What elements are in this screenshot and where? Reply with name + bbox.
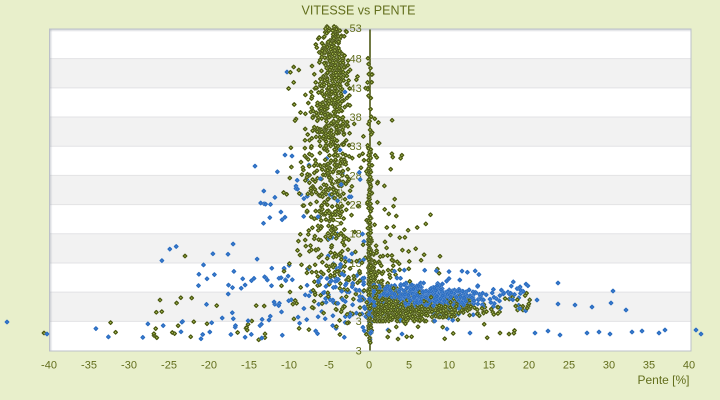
svg-text:38: 38 bbox=[350, 112, 362, 124]
svg-text:10: 10 bbox=[443, 359, 455, 371]
svg-text:3: 3 bbox=[356, 345, 362, 357]
svg-text:33: 33 bbox=[350, 141, 362, 153]
svg-text:25: 25 bbox=[563, 359, 575, 371]
svg-text:-20: -20 bbox=[201, 359, 217, 371]
svg-text:-5: -5 bbox=[324, 359, 334, 371]
svg-text:30: 30 bbox=[603, 359, 615, 371]
svg-text:-10: -10 bbox=[281, 359, 297, 371]
svg-text:53: 53 bbox=[350, 23, 362, 35]
svg-text:0: 0 bbox=[366, 359, 372, 371]
svg-text:-15: -15 bbox=[241, 359, 257, 371]
svg-text:43: 43 bbox=[350, 83, 362, 95]
svg-text:20: 20 bbox=[523, 359, 535, 371]
svg-text:Pente [%]: Pente [%] bbox=[637, 373, 689, 387]
svg-text:48: 48 bbox=[350, 54, 362, 66]
svg-text:15: 15 bbox=[483, 359, 495, 371]
svg-text:5: 5 bbox=[406, 359, 412, 371]
svg-text:35: 35 bbox=[643, 359, 655, 371]
svg-text:-30: -30 bbox=[121, 359, 137, 371]
svg-text:-35: -35 bbox=[81, 359, 97, 371]
svg-text:40: 40 bbox=[683, 359, 695, 371]
svg-text:3: 3 bbox=[356, 316, 362, 328]
svg-text:8: 8 bbox=[356, 287, 362, 299]
svg-text:-40: -40 bbox=[41, 359, 57, 371]
svg-text:VITESSE vs PENTE: VITESSE vs PENTE bbox=[302, 3, 416, 17]
svg-text:-25: -25 bbox=[161, 359, 177, 371]
svg-text:23: 23 bbox=[350, 200, 362, 212]
